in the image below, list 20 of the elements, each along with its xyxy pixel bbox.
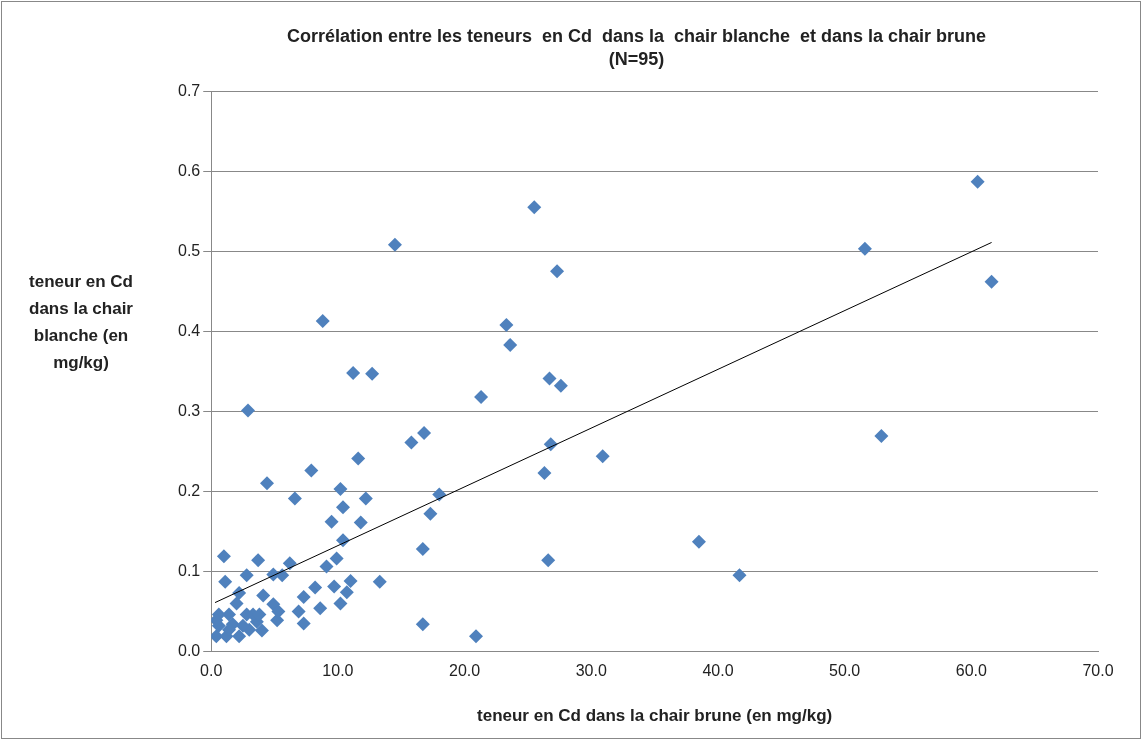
x-axis-title: teneur en Cd dans la chair brune (en mg/kg) bbox=[477, 706, 833, 726]
x-tick-label: 0.0 bbox=[200, 662, 223, 680]
y-tick-label: 0.7 bbox=[177, 81, 201, 99]
x-tick-label: 50.0 bbox=[829, 662, 861, 680]
x-tick-label: 60.0 bbox=[955, 662, 987, 680]
y-tick-label: 0.5 bbox=[177, 241, 201, 259]
y-tick-label: 0.3 bbox=[177, 401, 201, 419]
chart-title: Corrélation entre les teneurs en Cd dans la chair blanche et dans la chair brune bbox=[286, 25, 987, 46]
y-tick-label: 0.6 bbox=[177, 161, 201, 179]
x-tick-label: 40.0 bbox=[702, 662, 734, 680]
x-tick-label: 10.0 bbox=[322, 662, 354, 680]
x-tick-label: 30.0 bbox=[575, 662, 607, 680]
chart-subtitle: (N=95) bbox=[608, 49, 665, 70]
y-axis-title: teneur en Cd dans la chair blanche (en mg/kg) bbox=[28, 271, 134, 374]
y-tick-label: 0.1 bbox=[177, 561, 201, 579]
y-tick-label: 0.0 bbox=[177, 641, 201, 659]
x-tick-label: 70.0 bbox=[1082, 662, 1114, 680]
x-tick-label: 20.0 bbox=[449, 662, 481, 680]
y-tick-label: 0.2 bbox=[177, 481, 201, 499]
y-tick-label: 0.4 bbox=[177, 321, 201, 339]
